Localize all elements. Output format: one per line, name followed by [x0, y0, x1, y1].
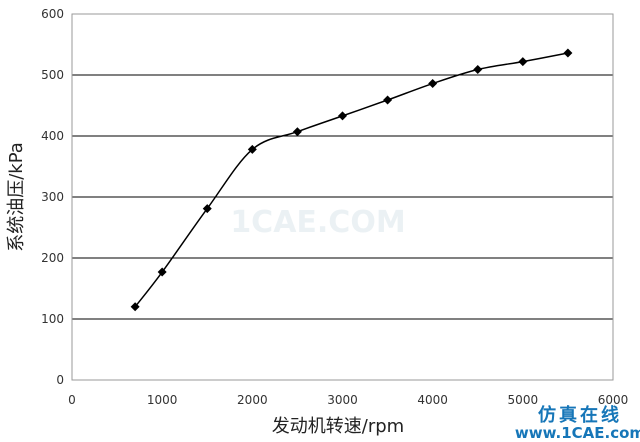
data-point-marker [518, 57, 528, 67]
x-tick-label: 1000 [147, 393, 178, 407]
data-point-marker [473, 65, 483, 75]
x-tick-label: 5000 [508, 393, 539, 407]
y-tick-label: 200 [41, 251, 64, 265]
data-point-marker [202, 204, 212, 214]
data-point-marker [157, 267, 167, 277]
x-tick-label: 4000 [417, 393, 448, 407]
brand-logo-text: 仿真在线 [538, 404, 622, 426]
x-tick-label: 6000 [598, 393, 629, 407]
plot-frame [71, 13, 614, 381]
y-tick-label: 100 [41, 312, 64, 326]
data-point-marker [383, 95, 393, 105]
y-axis-ticks: 0 100 200 300 400 500 600 [41, 7, 64, 387]
x-axis-ticks: 0 1000 2000 3000 4000 5000 6000 [68, 393, 628, 407]
x-tick-label: 3000 [327, 393, 358, 407]
data-point-marker [563, 48, 573, 58]
data-point-marker [130, 302, 140, 312]
brand-url: www.1CAE.com [515, 424, 640, 442]
data-point-marker [338, 111, 347, 121]
y-tick-label: 600 [41, 7, 64, 21]
x-tick-label: 2000 [237, 393, 268, 407]
x-axis-title: 发动机转速/rpm [272, 416, 404, 437]
y-tick-label: 0 [56, 373, 64, 387]
data-point-marker [292, 127, 302, 137]
grid-lines [72, 74, 613, 320]
y-tick-label: 300 [41, 190, 64, 204]
data-point-marker [247, 144, 257, 154]
y-tick-label: 500 [41, 68, 64, 82]
data-point-marker [428, 79, 438, 89]
y-tick-label: 400 [41, 129, 64, 143]
y-axis-title: 系统油压/kPa [6, 142, 27, 252]
data-markers [130, 48, 573, 312]
x-tick-label: 0 [68, 393, 76, 407]
watermark-text: 1CAE.COM [230, 205, 405, 240]
